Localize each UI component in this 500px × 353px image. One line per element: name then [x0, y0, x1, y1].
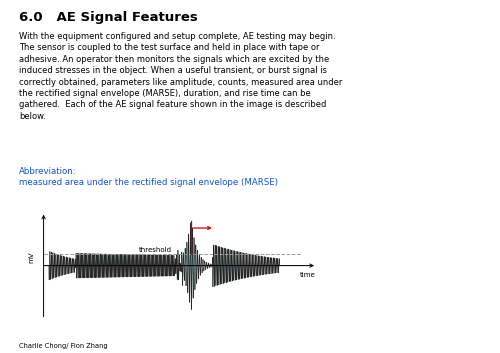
Text: measured area under the rectified signal envelope (MARSE): measured area under the rectified signal…	[19, 178, 278, 187]
Text: Abbreviation:: Abbreviation:	[19, 167, 76, 175]
Text: 6.0   AE Signal Features: 6.0 AE Signal Features	[19, 11, 198, 24]
Text: mV: mV	[28, 251, 34, 263]
Text: time: time	[300, 272, 316, 278]
Text: threshold: threshold	[138, 247, 172, 253]
Text: With the equipment configured and setup complete, AE testing may begin.
The sens: With the equipment configured and setup …	[19, 32, 342, 121]
Text: Charlie Chong/ Fion Zhang: Charlie Chong/ Fion Zhang	[19, 343, 108, 349]
